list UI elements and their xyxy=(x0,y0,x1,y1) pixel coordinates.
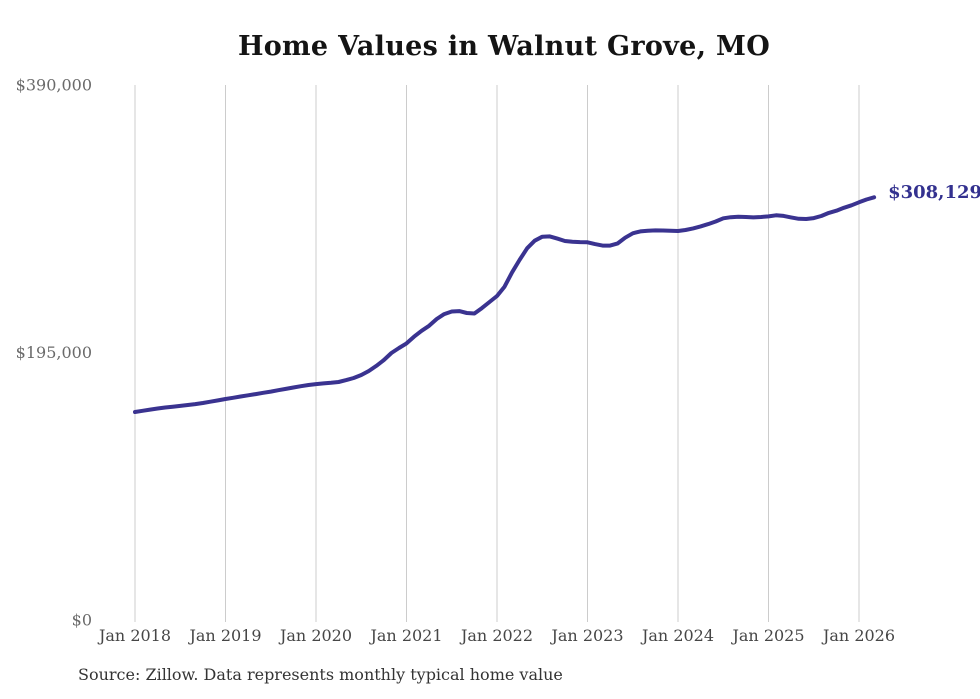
x-tick-label: Jan 2025 xyxy=(730,626,804,645)
x-tick-label: Jan 2023 xyxy=(549,626,623,645)
chart-title: Home Values in Walnut Grove, MO xyxy=(237,31,771,62)
home-value-line xyxy=(133,195,877,414)
source-note: Source: Zillow. Data represents monthly … xyxy=(78,665,563,684)
x-tick-label: Jan 2018 xyxy=(97,626,171,645)
y-tick-label: $390,000 xyxy=(16,76,92,95)
x-tick-label: Jan 2024 xyxy=(640,626,714,645)
x-tick-label: Jan 2026 xyxy=(821,626,895,645)
x-tick-label: Jan 2021 xyxy=(368,626,442,645)
x-tick-label: Jan 2022 xyxy=(459,626,533,645)
y-tick-label: $195,000 xyxy=(16,343,92,362)
x-tick-label: Jan 2020 xyxy=(278,626,352,645)
y-tick-label: $0 xyxy=(72,611,92,630)
current-value-label: $308,129 xyxy=(888,182,980,203)
home-values-chart: Jan 2018 Jan 2019 Jan 2020 Jan 2021 Jan 2022… xyxy=(16,76,980,646)
x-tick-label: Jan 2019 xyxy=(187,626,261,645)
